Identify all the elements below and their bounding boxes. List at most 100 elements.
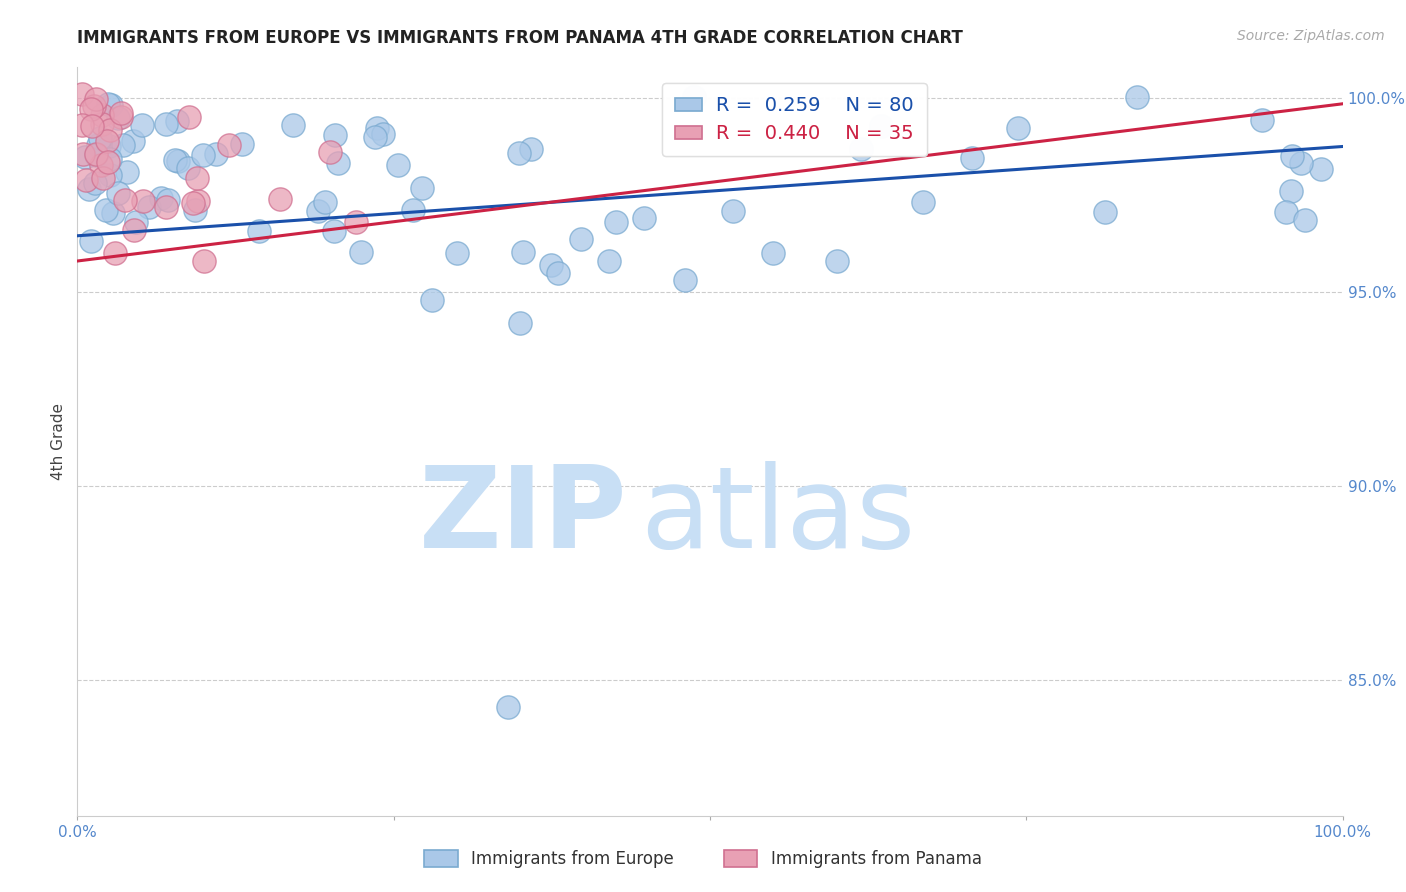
Point — [125, 215, 148, 229]
Point — [107, 111, 129, 125]
Point — [91, 170, 114, 185]
Point — [307, 203, 329, 218]
Point — [72, 87, 94, 101]
Point — [110, 106, 132, 120]
Point — [1294, 213, 1316, 227]
Point — [547, 266, 569, 280]
Point — [149, 191, 172, 205]
Point — [205, 147, 228, 161]
Point — [110, 110, 132, 124]
Point — [191, 148, 214, 162]
Point — [100, 98, 122, 112]
Point — [1275, 205, 1298, 219]
Point — [673, 273, 696, 287]
Point — [121, 134, 143, 148]
Point — [193, 254, 215, 268]
Point — [373, 128, 395, 142]
Point — [96, 203, 118, 218]
Point — [322, 224, 344, 238]
Point — [314, 195, 336, 210]
Point — [84, 147, 107, 161]
Point — [1279, 184, 1302, 198]
Point — [138, 200, 160, 214]
Text: IMMIGRANTS FROM EUROPE VS IMMIGRANTS FROM PANAMA 4TH GRADE CORRELATION CHART: IMMIGRANTS FROM EUROPE VS IMMIGRANTS FRO… — [77, 29, 963, 46]
Point — [104, 246, 127, 260]
Point — [218, 137, 240, 152]
Point — [911, 194, 934, 209]
Point — [520, 143, 543, 157]
Point — [682, 90, 704, 104]
Point — [89, 131, 111, 145]
Point — [1281, 148, 1303, 162]
Text: Source: ZipAtlas.com: Source: ZipAtlas.com — [1237, 29, 1385, 43]
Point — [80, 120, 103, 134]
Point — [131, 118, 153, 132]
Point — [411, 181, 433, 195]
Point — [84, 148, 107, 162]
Point — [181, 196, 204, 211]
Point — [326, 156, 349, 170]
Text: atlas: atlas — [641, 461, 915, 572]
Point — [90, 108, 112, 122]
Point — [825, 254, 848, 268]
Point — [364, 130, 387, 145]
Point — [283, 119, 305, 133]
Point — [269, 192, 291, 206]
Point — [177, 161, 200, 176]
Legend: Immigrants from Europe, Immigrants from Panama: Immigrants from Europe, Immigrants from … — [418, 843, 988, 875]
Point — [1126, 90, 1149, 104]
Point — [605, 215, 627, 229]
Point — [186, 171, 208, 186]
Point — [366, 120, 388, 135]
Point — [319, 145, 342, 160]
Point — [87, 137, 110, 152]
Point — [1094, 205, 1116, 219]
Point — [762, 246, 785, 260]
Point — [1007, 121, 1029, 136]
Point — [131, 194, 153, 208]
Point — [387, 158, 409, 172]
Point — [84, 176, 107, 190]
Point — [633, 211, 655, 225]
Point — [90, 158, 112, 172]
Point — [1310, 162, 1333, 177]
Point — [75, 172, 97, 186]
Point — [83, 99, 105, 113]
Point — [323, 128, 346, 142]
Point — [508, 145, 530, 160]
Point — [247, 224, 270, 238]
Point — [569, 232, 592, 246]
Point — [114, 193, 136, 207]
Point — [446, 246, 468, 260]
Point — [84, 92, 107, 106]
Point — [183, 202, 205, 217]
Point — [540, 258, 562, 272]
Point — [156, 194, 179, 208]
Point — [155, 117, 177, 131]
Point — [851, 142, 873, 156]
Point — [97, 139, 120, 153]
Point — [869, 120, 891, 134]
Point — [179, 111, 201, 125]
Point — [100, 168, 122, 182]
Point — [124, 223, 146, 237]
Y-axis label: 4th Grade: 4th Grade — [51, 403, 66, 480]
Point — [598, 254, 620, 268]
Point — [349, 244, 371, 259]
Point — [165, 153, 187, 167]
Point — [98, 152, 121, 166]
Point — [420, 293, 443, 307]
Point — [72, 147, 94, 161]
Point — [80, 103, 103, 117]
Point — [344, 215, 367, 229]
Point — [187, 194, 209, 209]
Point — [91, 118, 114, 132]
Point — [402, 202, 425, 217]
Point — [97, 154, 120, 169]
Point — [80, 234, 103, 248]
Legend: R =  0.259    N = 80, R =  0.440    N = 35: R = 0.259 N = 80, R = 0.440 N = 35 — [662, 84, 927, 156]
Point — [97, 96, 120, 111]
Point — [231, 137, 253, 152]
Text: ZIP: ZIP — [419, 461, 628, 572]
Point — [111, 137, 134, 152]
